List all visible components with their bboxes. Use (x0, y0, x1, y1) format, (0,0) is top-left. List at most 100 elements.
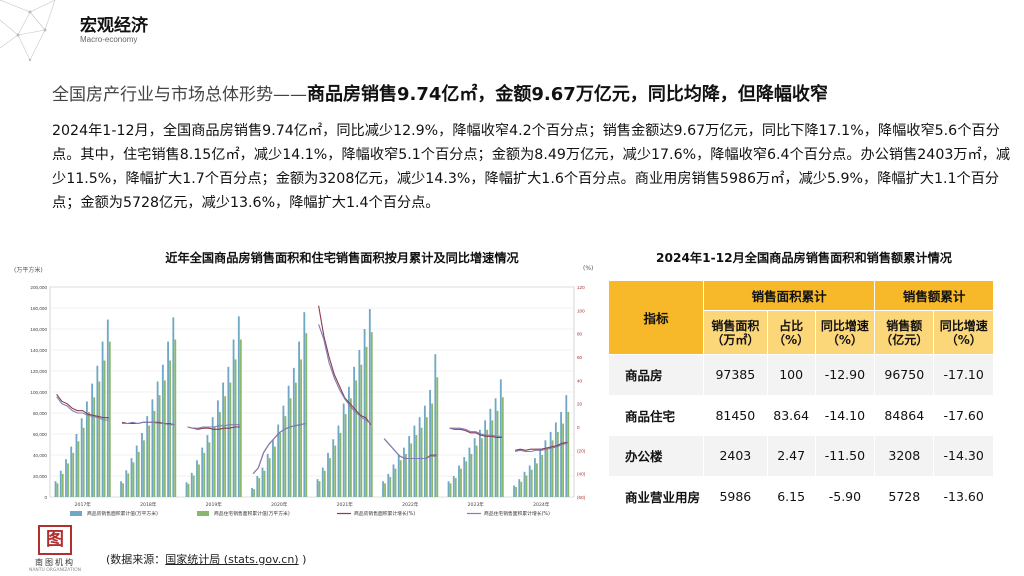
chart-bar (534, 458, 536, 497)
table-row: 办公楼 2403 2.47 -11.50 3208 -14.30 (608, 435, 994, 477)
chart-bar (499, 379, 502, 497)
y-tick-label-right: (40) (577, 472, 586, 477)
chart-bar (56, 483, 59, 497)
chart-bar (420, 427, 423, 497)
y-tick-label-right: 0 (577, 425, 580, 430)
source-link[interactable]: 国家统计局 (stats.gov.cn) (165, 553, 299, 566)
chart-bar (353, 366, 356, 497)
chart-bar (274, 446, 276, 497)
chart-bar (408, 436, 411, 497)
table-row: 商品房 97385 100 -12.90 96750 -17.10 (608, 354, 994, 396)
chart-bar (403, 447, 405, 497)
chart-bar (475, 445, 478, 497)
chart-bar (61, 473, 64, 497)
chart-bar (323, 470, 326, 497)
slide-headline: 全国房产行业与市场总体形势——商品房销售9.74亿㎡，金额9.67万亿元，同比均… (52, 80, 828, 106)
chart-bar (75, 434, 78, 497)
chart-bar (80, 418, 83, 497)
chart-bar (130, 458, 133, 497)
table-cell: 100 (766, 354, 816, 396)
chart-bar (452, 476, 455, 497)
chart-bar (528, 465, 531, 497)
chart-bar (520, 481, 523, 497)
table-col-amount: 销售额（亿元） (874, 310, 935, 355)
chart-bar (87, 411, 90, 497)
chart-bar (196, 460, 198, 497)
table-cell: 5728 (874, 475, 935, 517)
chart-bar (282, 405, 285, 497)
series-line (56, 396, 109, 421)
chart-bar (544, 440, 547, 497)
chart-bar (187, 483, 190, 497)
table-cell: 84864 (874, 394, 935, 436)
chart-bar (473, 438, 476, 497)
table-header-amount: 销售额累计 (874, 280, 994, 311)
chart-bar (234, 359, 237, 497)
x-tick-label: 2018年 (140, 501, 157, 508)
chart-bar (103, 360, 106, 497)
table-col-share: 占比（%） (766, 310, 816, 355)
chart-bar (339, 432, 342, 497)
logo-name: 南图机构 (35, 558, 75, 567)
y-tick-label-left: 100,000 (30, 390, 47, 395)
chart-bar (494, 398, 497, 497)
chart-bar (263, 470, 266, 497)
chart-bar (239, 339, 242, 497)
chart-bar (192, 475, 195, 497)
chart-bar (277, 424, 280, 497)
chart-bar (423, 405, 426, 497)
chart-bar (463, 457, 466, 497)
series-line (449, 427, 502, 437)
table-cell: 97385 (703, 354, 768, 396)
series-line (383, 438, 437, 460)
chart-bar (59, 470, 62, 497)
sales-summary-table: 指标 销售面积累计 销售额累计 销售面积（万㎡） 占比（%） 同比增速（%） 销… (608, 280, 994, 517)
chart-bar (329, 458, 331, 497)
chart-bar (303, 312, 306, 497)
chart-bar (486, 429, 489, 497)
chart-bar (284, 416, 287, 497)
legend-label: 商品住宅销售面积累计值(万平方米) (214, 510, 290, 517)
table-cell: -13.60 (933, 475, 994, 517)
y-tick-label-left: 60,000 (33, 432, 47, 437)
chart-bar (460, 468, 462, 497)
x-tick-label: 2017年 (75, 501, 92, 508)
chart-bar (256, 476, 259, 497)
headline-emphasis: 商品房销售9.74亿㎡，金额9.67万亿元，同比均降，但降幅收窄 (307, 84, 828, 105)
chart-bar (167, 341, 170, 497)
chart-bar (132, 462, 135, 497)
chart-bar (425, 417, 428, 497)
chart-bar (397, 455, 400, 497)
chart-bar (489, 408, 492, 497)
series-line (252, 422, 306, 475)
chart-bar (389, 477, 392, 497)
chart-bar (344, 414, 347, 497)
chart-bar (77, 441, 80, 497)
chart-bar (96, 365, 99, 497)
chart-bar (151, 399, 154, 497)
chart-bar (163, 380, 166, 497)
chart-bar (541, 455, 544, 497)
chart-bar (449, 483, 452, 497)
chart-bar (413, 425, 416, 497)
chart-bar (551, 440, 554, 497)
chart-bar (332, 439, 335, 497)
brand-logo: 图 南图机构 NANTU ORGANIZATION (22, 525, 88, 573)
section-subtitle: Macro-economy (80, 35, 138, 44)
y-tick-label-right: 80 (577, 332, 583, 337)
chart-bar (93, 397, 96, 497)
series-line (122, 421, 175, 426)
chart-bar (203, 452, 206, 497)
chart-bar (347, 386, 350, 497)
chart-bar (518, 479, 521, 497)
series-line (187, 424, 240, 429)
chart-bar (218, 411, 221, 497)
y-tick-label-left: 0 (44, 495, 47, 500)
chart-bar (468, 447, 471, 497)
x-tick-label: 2020年 (271, 501, 288, 508)
table-col-amount-growth: 同比增速（%） (933, 310, 994, 355)
chart-bar (415, 435, 418, 497)
chart-bar (268, 458, 271, 497)
y-tick-label-right: 20 (577, 402, 583, 407)
chart-bar (146, 416, 149, 497)
